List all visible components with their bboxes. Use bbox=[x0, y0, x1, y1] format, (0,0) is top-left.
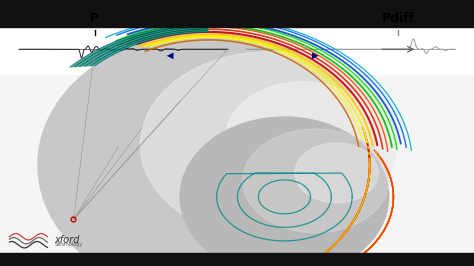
Ellipse shape bbox=[38, 32, 379, 266]
Ellipse shape bbox=[180, 117, 389, 266]
Ellipse shape bbox=[295, 143, 378, 203]
Ellipse shape bbox=[140, 52, 396, 238]
Text: Seismology: Seismology bbox=[55, 242, 83, 247]
Bar bbox=[0, 27, 474, 253]
Bar bbox=[0, 27, 474, 74]
Ellipse shape bbox=[243, 129, 389, 233]
Ellipse shape bbox=[226, 82, 379, 195]
Bar bbox=[0, 253, 474, 266]
Text: P: P bbox=[90, 12, 100, 25]
Bar bbox=[0, 0, 474, 27]
Text: xford: xford bbox=[55, 235, 80, 245]
Text: Pdiff: Pdiff bbox=[382, 12, 415, 25]
